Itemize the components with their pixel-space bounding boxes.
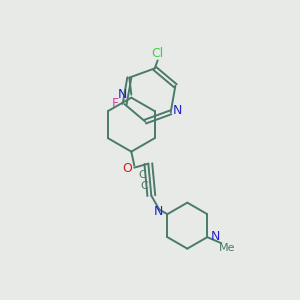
Text: Me: Me xyxy=(219,243,236,253)
Text: C: C xyxy=(140,181,148,190)
Text: C: C xyxy=(138,169,146,180)
Text: N: N xyxy=(154,205,163,218)
Text: N: N xyxy=(211,230,220,243)
Text: O: O xyxy=(122,162,132,175)
Text: N: N xyxy=(118,88,127,101)
Text: Cl: Cl xyxy=(152,47,164,60)
Text: F: F xyxy=(112,97,119,110)
Text: N: N xyxy=(173,104,182,117)
